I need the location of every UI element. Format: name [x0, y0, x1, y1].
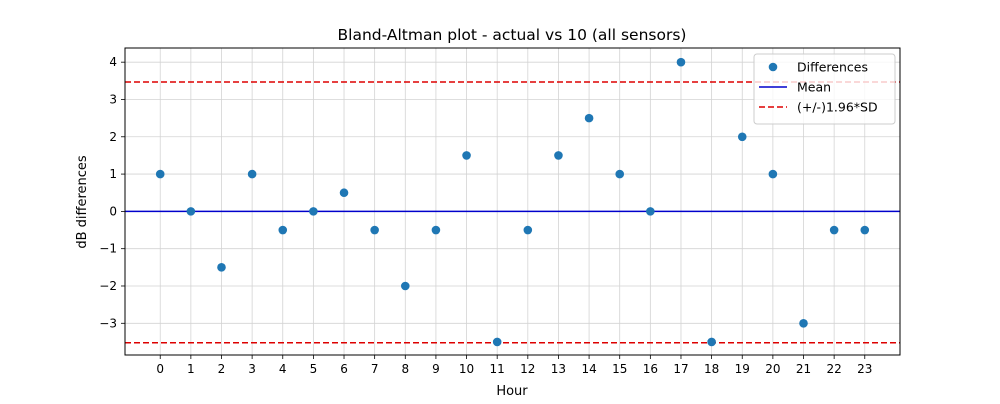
y-axis-label: dB differences [75, 155, 90, 249]
data-point [737, 132, 747, 142]
data-point [829, 225, 839, 235]
y-tick-label: −1 [99, 242, 117, 256]
data-point [186, 207, 196, 216]
data-point [646, 207, 655, 216]
x-axis-label: Hour [496, 384, 528, 399]
legend-label: Differences [797, 60, 868, 75]
x-tick-label: 19 [735, 362, 750, 376]
data-point [554, 151, 563, 160]
plot-area-frame [124, 47, 901, 356]
legend-box [753, 53, 896, 125]
legend: Differences Mean (+/-)1.96*SD [753, 53, 896, 125]
data-point [860, 225, 870, 235]
x-tick-label: 9 [432, 362, 440, 376]
data-point [584, 113, 594, 123]
legend-label: (+/-)1.96*SD [797, 100, 878, 115]
data-point [400, 281, 410, 291]
x-tick-label: 8 [401, 362, 409, 376]
x-tick-label: 14 [581, 362, 596, 376]
data-point [278, 225, 288, 235]
x-tick-label: 1 [187, 362, 195, 376]
x-tick-label: 23 [857, 362, 872, 376]
data-point [492, 337, 502, 347]
x-tick-label: 15 [612, 362, 627, 376]
y-axis-ticks: −3 −2 −1 0 1 2 3 4 [99, 55, 125, 330]
y-tick-label: 1 [109, 167, 117, 181]
x-tick-label: 16 [643, 362, 658, 376]
legend-marker-differences [768, 62, 778, 72]
data-point [523, 225, 533, 235]
x-tick-label: 12 [520, 362, 535, 376]
data-point [462, 151, 471, 160]
y-tick-label: 0 [109, 204, 117, 218]
data-point [370, 225, 379, 235]
reference-lines [125, 81, 900, 344]
y-tick-label: 2 [109, 130, 117, 144]
data-point [768, 169, 778, 179]
data-point [707, 337, 716, 347]
x-tick-label: 5 [310, 362, 318, 376]
y-tick-label: −2 [99, 279, 117, 293]
data-point [615, 169, 625, 179]
data-point [309, 207, 318, 216]
chart-title: Bland-Altman plot - actual vs 10 (all se… [338, 26, 687, 44]
data-point [431, 225, 441, 235]
y-tick-label: 4 [109, 55, 117, 69]
x-tick-label: 2 [218, 362, 226, 376]
data-point [217, 263, 226, 272]
legend-label: Mean [797, 80, 831, 95]
x-tick-label: 3 [248, 362, 256, 376]
x-tick-label: 11 [490, 362, 505, 376]
data-point [339, 188, 349, 198]
data-point [799, 318, 808, 328]
scatter-points [155, 57, 870, 347]
data-point [676, 57, 686, 67]
x-tick-label: 0 [156, 362, 164, 376]
x-tick-label: 6 [340, 362, 348, 376]
x-tick-label: 17 [673, 362, 688, 376]
x-tick-label: 13 [551, 362, 566, 376]
x-tick-label: 21 [796, 362, 811, 376]
x-axis-ticks: 0 1 2 3 4 5 6 7 8 9 10 11 12 13 14 15 16 17 18 19 20 21 22 23 [156, 355, 872, 376]
data-point [155, 169, 165, 179]
x-tick-label: 18 [704, 362, 719, 376]
y-tick-label: 3 [109, 92, 117, 106]
x-tick-label: 4 [279, 362, 287, 376]
data-point [247, 169, 257, 179]
x-tick-label: 10 [459, 362, 474, 376]
x-tick-label: 22 [826, 362, 841, 376]
x-tick-label: 20 [765, 362, 780, 376]
x-tick-label: 7 [371, 362, 379, 376]
y-tick-label: −3 [99, 316, 117, 330]
